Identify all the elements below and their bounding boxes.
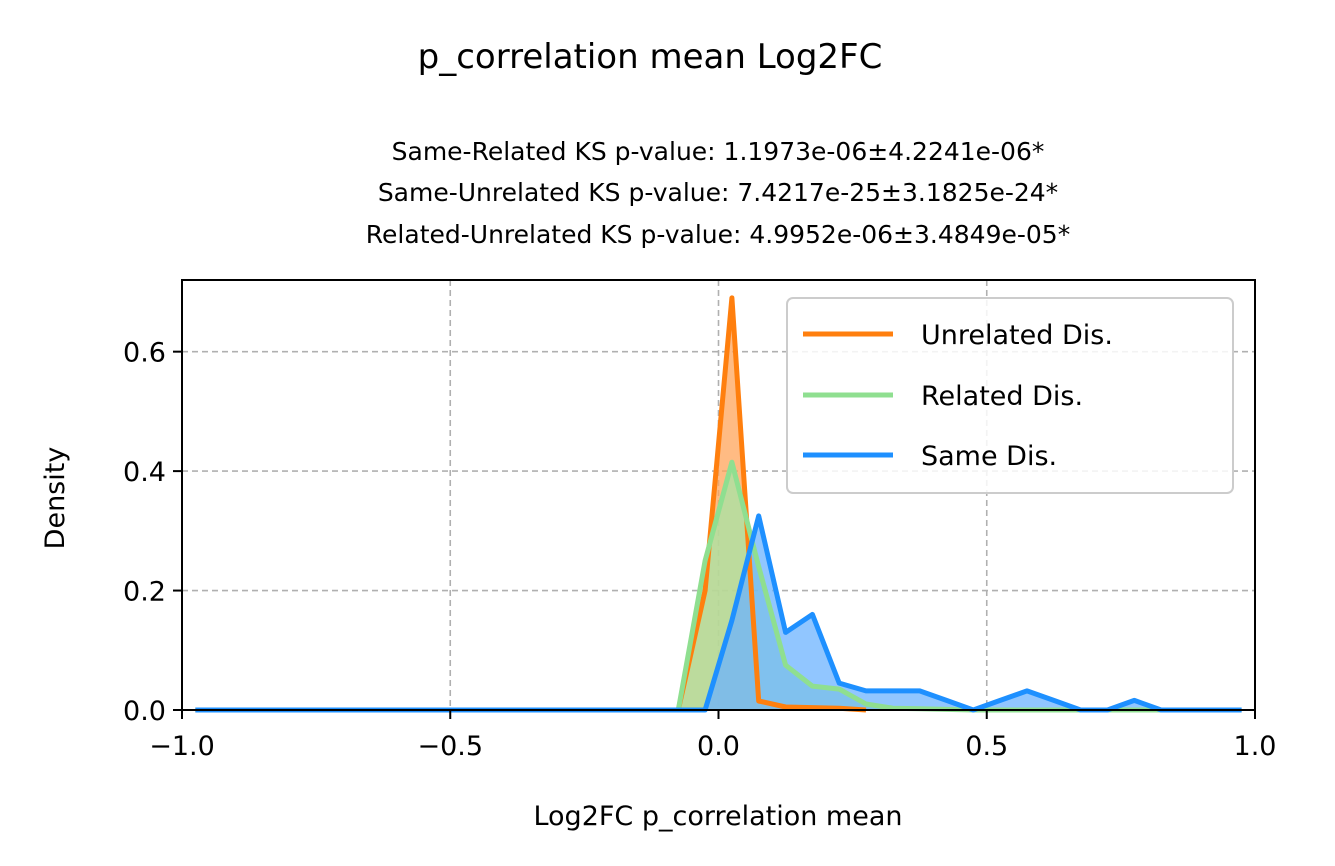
x-axis-label: Log2FC p_correlation mean — [533, 801, 902, 832]
series-area-1 — [195, 462, 1242, 710]
x-tick-label-2: 0.0 — [697, 731, 740, 762]
legend: Unrelated Dis. Related Dis. Same Dis. — [786, 297, 1234, 494]
chart-title: p_correlation mean Log2FC — [418, 37, 883, 77]
y-tick-label-2: 0.4 — [123, 457, 166, 488]
legend-box — [786, 297, 1234, 494]
legend-label-unrelated: Unrelated Dis. — [921, 320, 1113, 351]
y-tick-label-3: 0.6 — [123, 338, 166, 369]
legend-label-same: Same Dis. — [921, 441, 1057, 472]
subtitle-line-3: Related-Unrelated KS p-value: 4.9952e-06… — [366, 220, 1070, 249]
y-tick-label-0: 0.0 — [123, 696, 166, 727]
x-tick-label-3: 0.5 — [965, 731, 1008, 762]
axis-ticks: −1.0 −0.5 0.0 0.5 1.0 0.0 0.2 0.4 0.6 — [123, 338, 1276, 762]
subtitle-line-1: Same-Related KS p-value: 1.1973e-06±4.22… — [392, 137, 1045, 166]
series-line-2 — [195, 513, 1242, 713]
x-tick-label-4: 1.0 — [1234, 731, 1277, 762]
y-axis-label: Density — [40, 447, 71, 550]
x-tick-label-1: −0.5 — [417, 731, 483, 762]
x-tick-label-0: −1.0 — [149, 731, 215, 762]
subtitle-line-2: Same-Unrelated KS p-value: 7.4217e-25±3.… — [378, 178, 1058, 207]
legend-label-related: Related Dis. — [921, 381, 1083, 412]
y-tick-label-1: 0.2 — [123, 577, 166, 608]
